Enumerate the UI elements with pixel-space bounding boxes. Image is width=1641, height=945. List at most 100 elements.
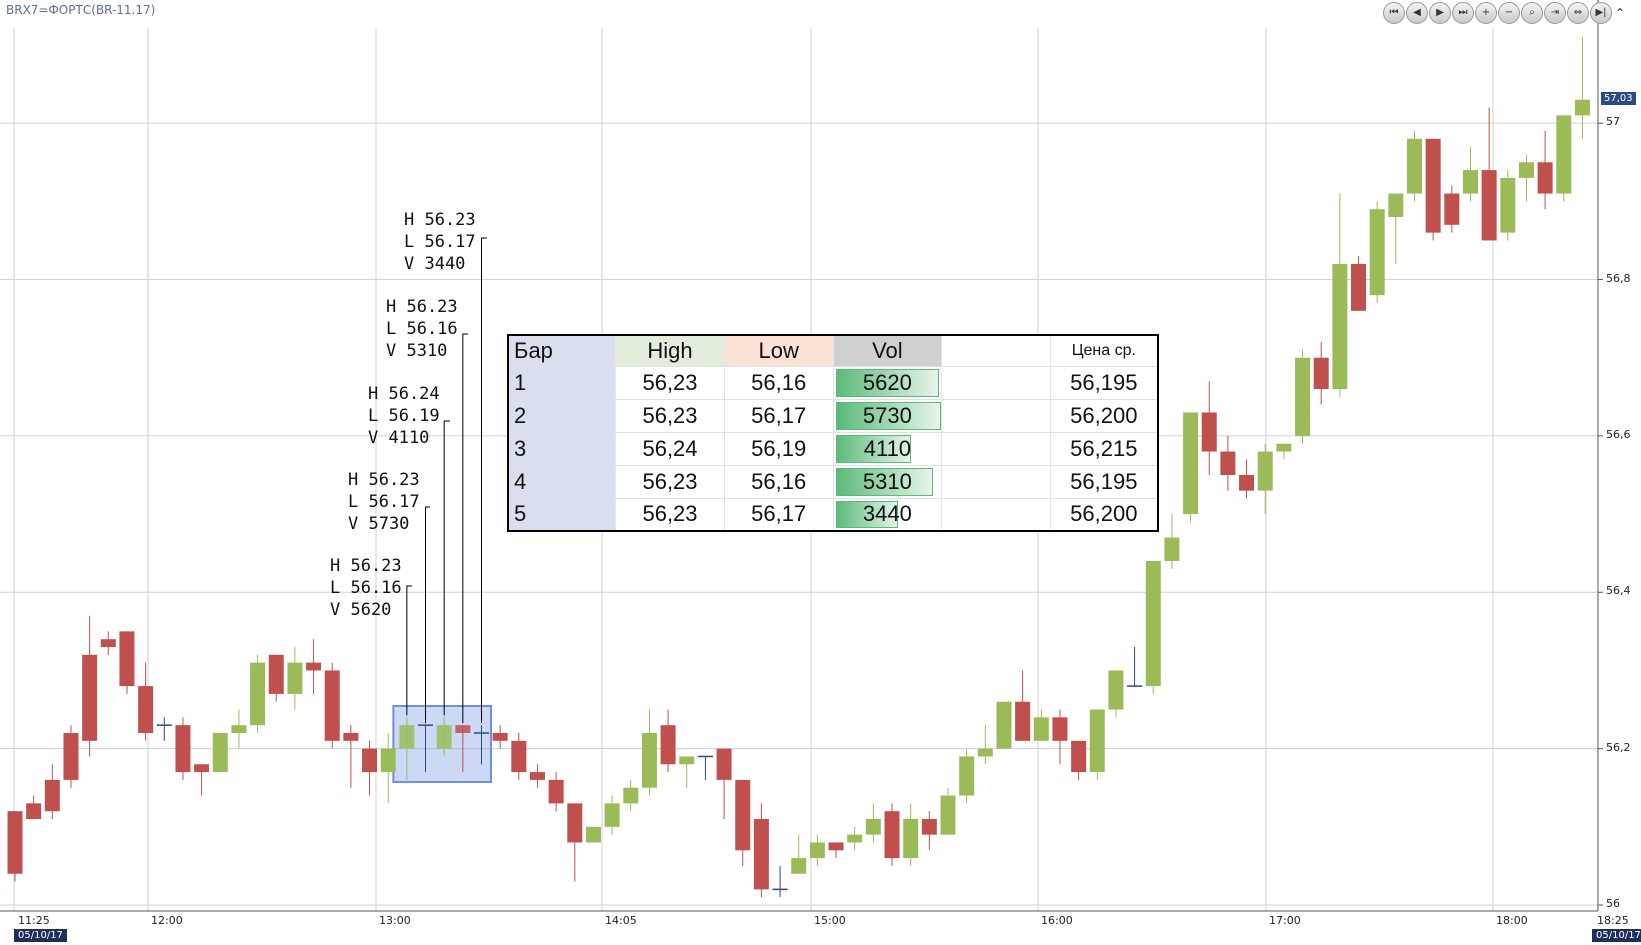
chart-toolbar: ⏮ ◀ ▶ ⏭ + − ⌕ ⇥ ⇔ ▶| ⌃	[1383, 2, 1627, 24]
candle-body	[1015, 701, 1031, 741]
candle-body	[1239, 475, 1255, 491]
prev-icon[interactable]: ◀	[1406, 2, 1428, 24]
candle-body	[119, 631, 135, 687]
candle-body	[212, 733, 228, 773]
cell-vol: 5620	[833, 366, 943, 400]
cell-blank	[941, 399, 1051, 433]
candle-body	[1183, 412, 1199, 515]
annotation-l: L 56.17	[348, 492, 420, 512]
candle-body	[1574, 99, 1590, 116]
candle-body	[884, 811, 900, 859]
annotation-leader	[425, 506, 430, 724]
end-icon[interactable]: ▶|	[1590, 2, 1612, 24]
annotation-v: V 3440	[404, 254, 466, 274]
cell-high: 56,23	[615, 498, 725, 532]
candle-body	[1537, 162, 1553, 194]
candle-body	[959, 756, 975, 796]
cell-avg: 56,195	[1050, 366, 1159, 400]
cell-low: 56,17	[724, 498, 834, 532]
cell-vol: 3440	[833, 498, 943, 532]
table-row: 3 56,24 56,19 4110 56,215	[508, 432, 1159, 466]
annotation-h: H 56.24	[368, 384, 440, 404]
candle-body	[1518, 162, 1534, 178]
time-axis-label: 18:25	[1597, 914, 1629, 927]
col-header-vol: Vol	[833, 335, 943, 367]
first-icon[interactable]: ⏮	[1383, 2, 1405, 24]
candle-body	[1071, 740, 1087, 773]
candle-body	[1388, 193, 1404, 217]
candle-body	[1351, 263, 1367, 311]
candle-body	[809, 842, 825, 859]
annotation-l: L 56.16	[330, 578, 402, 598]
table-row: 5 56,23 56,17 3440 56,200	[508, 498, 1159, 532]
candle-body	[791, 858, 807, 874]
cell-low: 56,19	[724, 432, 834, 466]
price-axis-label: 56,2	[1606, 740, 1631, 754]
candle-body	[548, 779, 564, 804]
table-header-row: Бар High Low Vol Цена ср.	[508, 335, 1159, 367]
cell-low: 56,16	[724, 366, 834, 400]
candle-body	[567, 803, 583, 843]
annotation-v: V 5620	[330, 600, 392, 620]
annotation-leader	[462, 333, 468, 724]
annotation-h: H 56.23	[330, 556, 402, 576]
volume-value: 4110	[863, 435, 912, 461]
bar-annotation: H 56.23 L 56.17 V 5730	[348, 469, 420, 535]
cell-bar: 5	[508, 498, 617, 532]
candles-layer	[7, 37, 1590, 898]
candle-body	[828, 842, 844, 851]
price-axis-label: 57	[1606, 115, 1620, 129]
cell-vol: 4110	[833, 432, 943, 466]
cell-bar: 1	[508, 366, 617, 400]
candle-body	[847, 834, 863, 843]
candle-body	[921, 819, 937, 835]
candle-body	[287, 662, 303, 694]
table-row: 4 56,23 56,16 5310 56,195	[508, 465, 1159, 499]
candle-body	[735, 779, 751, 851]
zoom-in-icon[interactable]: +	[1475, 2, 1497, 24]
col-header-avg: Цена ср.	[1050, 335, 1159, 367]
cell-blank	[941, 498, 1051, 532]
cell-vol: 5730	[833, 399, 943, 433]
candle-body	[903, 819, 919, 859]
compress-icon[interactable]: ⇥	[1544, 2, 1566, 24]
expand-icon[interactable]: ⇔	[1567, 2, 1589, 24]
cell-bar: 2	[508, 399, 617, 433]
bar-stats-table: Бар High Low Vol Цена ср. 1 56,23 56,16 562…	[507, 334, 1159, 532]
candle-body	[7, 811, 23, 874]
table-row: 1 56,23 56,16 5620 56,195	[508, 366, 1159, 400]
candle-body	[44, 779, 60, 812]
candle-body	[1425, 138, 1441, 233]
candle-body	[623, 787, 639, 804]
next-icon[interactable]: ▶	[1429, 2, 1451, 24]
cell-blank	[941, 366, 1051, 400]
candle-body	[380, 748, 396, 773]
cell-bar: 4	[508, 465, 617, 499]
table-row: 2 56,23 56,17 5730 56,200	[508, 399, 1159, 433]
annotation-l: L 56.16	[386, 319, 458, 339]
collapse-icon[interactable]: ⌃	[1614, 6, 1626, 20]
zoom-out-icon[interactable]: −	[1498, 2, 1520, 24]
price-axis-label: 56,8	[1606, 271, 1631, 285]
candle-body	[1052, 717, 1068, 741]
last-icon[interactable]: ⏭	[1452, 2, 1474, 24]
volume-value: 5310	[862, 468, 912, 494]
candle-body	[324, 670, 340, 741]
candle-body	[362, 748, 378, 773]
candle-body	[231, 725, 247, 733]
candle-body	[1295, 357, 1311, 436]
zoom-fit-icon[interactable]: ⌕	[1521, 2, 1543, 24]
volume-bar	[835, 368, 939, 397]
candle-body	[399, 725, 415, 749]
annotation-h: H 56.23	[348, 470, 420, 490]
candle-body	[250, 662, 266, 726]
candle-body	[492, 733, 508, 741]
candle-body	[100, 639, 116, 647]
candle-body	[1257, 451, 1273, 491]
annotation-leader	[406, 585, 412, 716]
cell-high: 56,23	[615, 465, 725, 499]
volume-bar	[835, 467, 934, 496]
candle-body	[940, 795, 956, 835]
candle-body	[1276, 443, 1292, 452]
